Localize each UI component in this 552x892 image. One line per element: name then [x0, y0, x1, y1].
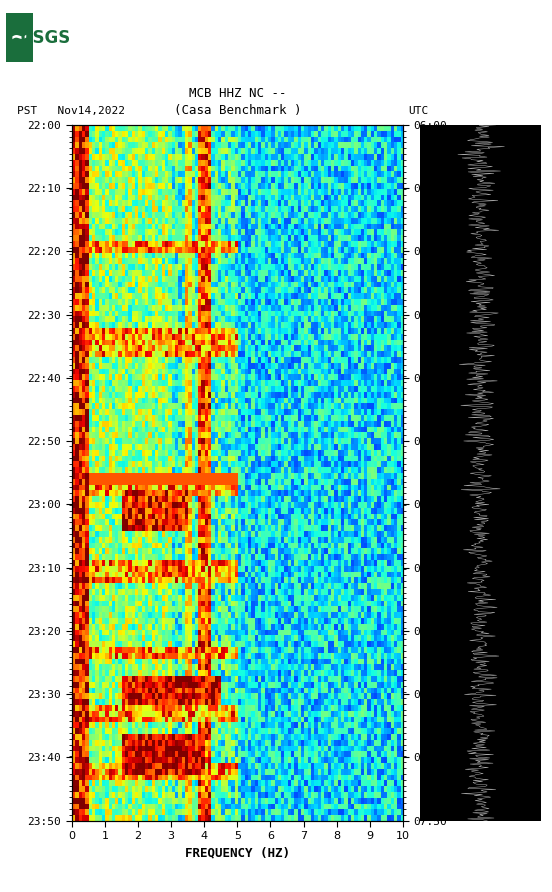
Text: MCB HHZ NC --: MCB HHZ NC -- — [189, 87, 286, 100]
Text: (Casa Benchmark ): (Casa Benchmark ) — [174, 104, 301, 117]
Text: UTC: UTC — [408, 105, 429, 116]
Text: USGS: USGS — [19, 29, 71, 47]
Text: ~: ~ — [10, 28, 29, 48]
X-axis label: FREQUENCY (HZ): FREQUENCY (HZ) — [185, 847, 290, 860]
FancyBboxPatch shape — [6, 13, 33, 62]
Text: PST   Nov14,2022: PST Nov14,2022 — [17, 105, 125, 116]
